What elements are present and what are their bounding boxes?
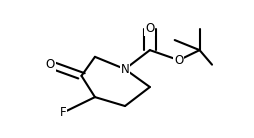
Text: F: F <box>59 106 66 119</box>
Text: O: O <box>46 58 55 71</box>
Text: N: N <box>121 63 129 76</box>
Text: O: O <box>145 22 154 35</box>
Text: O: O <box>174 54 183 67</box>
